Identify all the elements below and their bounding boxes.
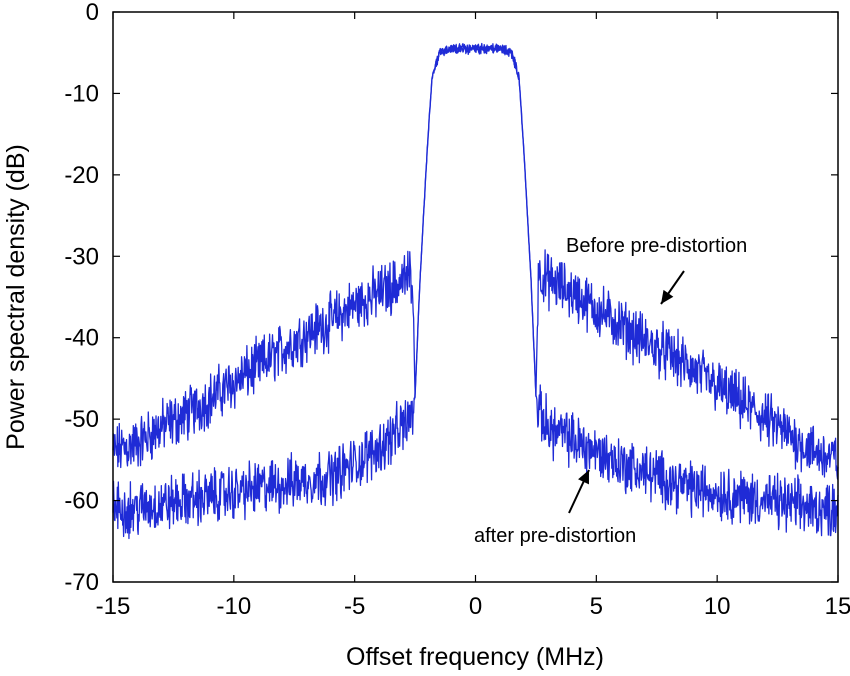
x-axis-title: Offset frequency (MHz) xyxy=(346,643,604,671)
y-tick-label: -60 xyxy=(64,488,99,515)
y-tick-label: -30 xyxy=(64,243,99,270)
y-tick-label: -40 xyxy=(64,325,99,352)
y-axis-title: Power spectral density (dB) xyxy=(2,144,30,450)
series-layer xyxy=(112,42,839,540)
annotation-label: Before pre-distortion xyxy=(566,235,747,257)
ticks-layer: -15 -10 -5 0 5 10 150-10-20-30-40-50-60-70 xyxy=(64,0,850,620)
y-tick-label: -20 xyxy=(64,162,99,189)
x-tick-label: -5 xyxy=(344,593,365,620)
x-tick-label: 15 xyxy=(825,593,850,620)
annotation-label: after pre-distortion xyxy=(474,525,636,547)
y-tick-label: -50 xyxy=(64,406,99,433)
annotation-arrow-head xyxy=(661,289,674,304)
y-tick-label: -10 xyxy=(64,80,99,107)
x-tick-label: -15 xyxy=(96,593,131,620)
x-tick-label: 10 xyxy=(704,593,731,620)
annotation-arrow-head xyxy=(578,470,589,485)
x-tick-label: -10 xyxy=(216,593,251,620)
x-tick-label: 5 xyxy=(590,593,603,620)
y-tick-label: 0 xyxy=(86,0,99,26)
annotation-layer: Before pre-distortion after pre-distortio… xyxy=(474,235,747,547)
x-tick-label: 0 xyxy=(469,593,482,620)
y-tick-label: -70 xyxy=(64,569,99,596)
series-line-1 xyxy=(112,43,839,540)
